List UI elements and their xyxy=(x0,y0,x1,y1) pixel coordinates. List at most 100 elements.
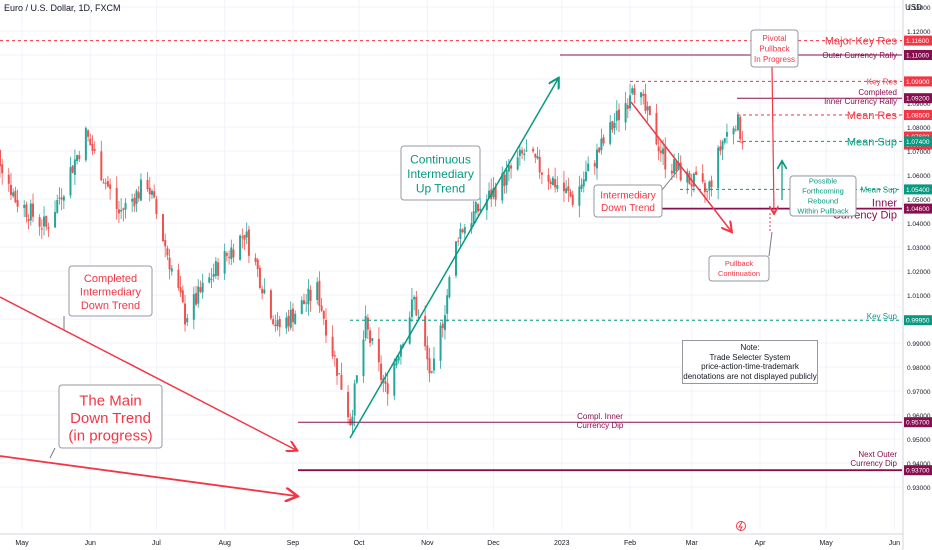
candle-body xyxy=(736,115,739,131)
y-tick-label: 1.04000 xyxy=(907,221,931,228)
candle-body xyxy=(276,320,279,327)
candle-body xyxy=(340,374,343,390)
candle-body xyxy=(631,88,634,94)
candle-body xyxy=(247,229,250,256)
price-tag-text: 0.95700 xyxy=(906,420,930,427)
candle-body xyxy=(626,105,629,109)
candle-body xyxy=(40,228,43,230)
candle-body xyxy=(56,199,59,213)
price-tag-text: 1.04600 xyxy=(906,206,930,213)
price-tag-text: 1.07400 xyxy=(906,139,930,146)
callout-pointer xyxy=(661,169,679,191)
x-tick-label: Dec xyxy=(487,540,500,547)
candle-body xyxy=(100,151,103,181)
candle-body xyxy=(135,190,138,204)
candle-body xyxy=(309,289,312,301)
price-tag-text: 0.93700 xyxy=(906,468,930,475)
candle-body xyxy=(60,197,63,200)
price-tag xyxy=(904,417,932,428)
y-tick-label: 0.97000 xyxy=(907,389,931,396)
candle-body xyxy=(516,157,519,170)
candle-body xyxy=(362,339,365,377)
candle-body xyxy=(584,171,587,181)
candle-body xyxy=(117,209,120,214)
candle-body xyxy=(300,300,303,314)
candle-body xyxy=(285,317,288,329)
candle-body xyxy=(439,325,442,361)
candle-body xyxy=(7,174,10,184)
note-box: Note: Trade Selecter System price-action… xyxy=(682,340,818,384)
candle-body xyxy=(47,227,50,229)
price-tag xyxy=(904,93,932,104)
candle-body xyxy=(721,141,724,150)
candle-body xyxy=(29,203,32,221)
candle-body xyxy=(73,159,76,175)
candle-body xyxy=(609,122,612,144)
candle-body xyxy=(76,155,79,162)
candle-body xyxy=(692,173,695,187)
candle-body xyxy=(223,251,226,274)
candle-body xyxy=(474,202,477,214)
x-tick-label: Feb xyxy=(624,540,636,547)
candle-body xyxy=(688,173,691,185)
candle-body xyxy=(366,317,369,330)
candle-body xyxy=(269,290,272,319)
annotation-pullback-continuation-text: Continuation xyxy=(718,269,760,278)
candle-body xyxy=(122,208,125,210)
x-tick-label: Oct xyxy=(354,540,365,547)
y-tick-label: 1.05000 xyxy=(907,197,931,204)
candle-body xyxy=(325,319,328,336)
candle-body xyxy=(45,215,48,227)
price-tag xyxy=(904,35,932,46)
candle-body xyxy=(477,204,480,212)
candle-body xyxy=(155,199,158,215)
candle-body xyxy=(600,138,603,151)
candle-body xyxy=(611,121,614,130)
annotation-intermediary-down-text: Down Trend xyxy=(601,203,655,214)
x-tick-label: May xyxy=(819,540,833,547)
candle-body xyxy=(562,182,565,192)
note-line: Trade Selecter System xyxy=(709,352,791,362)
level-label: Outer Currency Rally xyxy=(822,51,897,60)
candle-body xyxy=(316,282,319,300)
price-tag-text: 1.09200 xyxy=(906,96,930,103)
candle-body xyxy=(148,187,151,195)
candle-body xyxy=(164,240,167,247)
candle-body xyxy=(228,256,231,258)
level-label: Next Outer xyxy=(858,450,897,459)
pullback-arrow xyxy=(772,65,774,213)
candle-body xyxy=(549,181,552,185)
candle-body xyxy=(664,146,667,170)
candle-body xyxy=(54,212,57,228)
candle-body xyxy=(245,231,248,238)
candle-body xyxy=(146,180,149,190)
candle-body xyxy=(618,109,621,121)
level-label: Completed xyxy=(858,88,897,97)
price-tag-text: 0.99950 xyxy=(906,318,930,325)
candles xyxy=(0,83,744,434)
candle-body xyxy=(305,302,308,304)
candle-body xyxy=(331,336,334,357)
lightning-icon-circle xyxy=(736,521,746,531)
candle-body xyxy=(291,308,294,323)
candle-body xyxy=(701,173,704,182)
candle-body xyxy=(272,319,275,325)
candle-body xyxy=(598,147,601,153)
candle-body xyxy=(454,241,457,276)
callout-pointer xyxy=(49,447,56,459)
candle-body xyxy=(459,228,462,239)
price-tag xyxy=(904,50,932,60)
annotation-pivotal-text: Pivotal xyxy=(762,34,786,43)
level-label: Inner xyxy=(872,198,897,210)
candle-body xyxy=(662,148,665,155)
candle-body xyxy=(717,147,720,189)
candle-body xyxy=(208,277,211,283)
candle-body xyxy=(629,95,632,109)
candle-body xyxy=(371,338,374,341)
candle-body xyxy=(137,192,140,199)
annotation-pullback-continuation-box xyxy=(708,255,770,282)
candle-body xyxy=(89,138,92,146)
candle-body xyxy=(655,112,658,145)
candle-body xyxy=(706,191,709,193)
